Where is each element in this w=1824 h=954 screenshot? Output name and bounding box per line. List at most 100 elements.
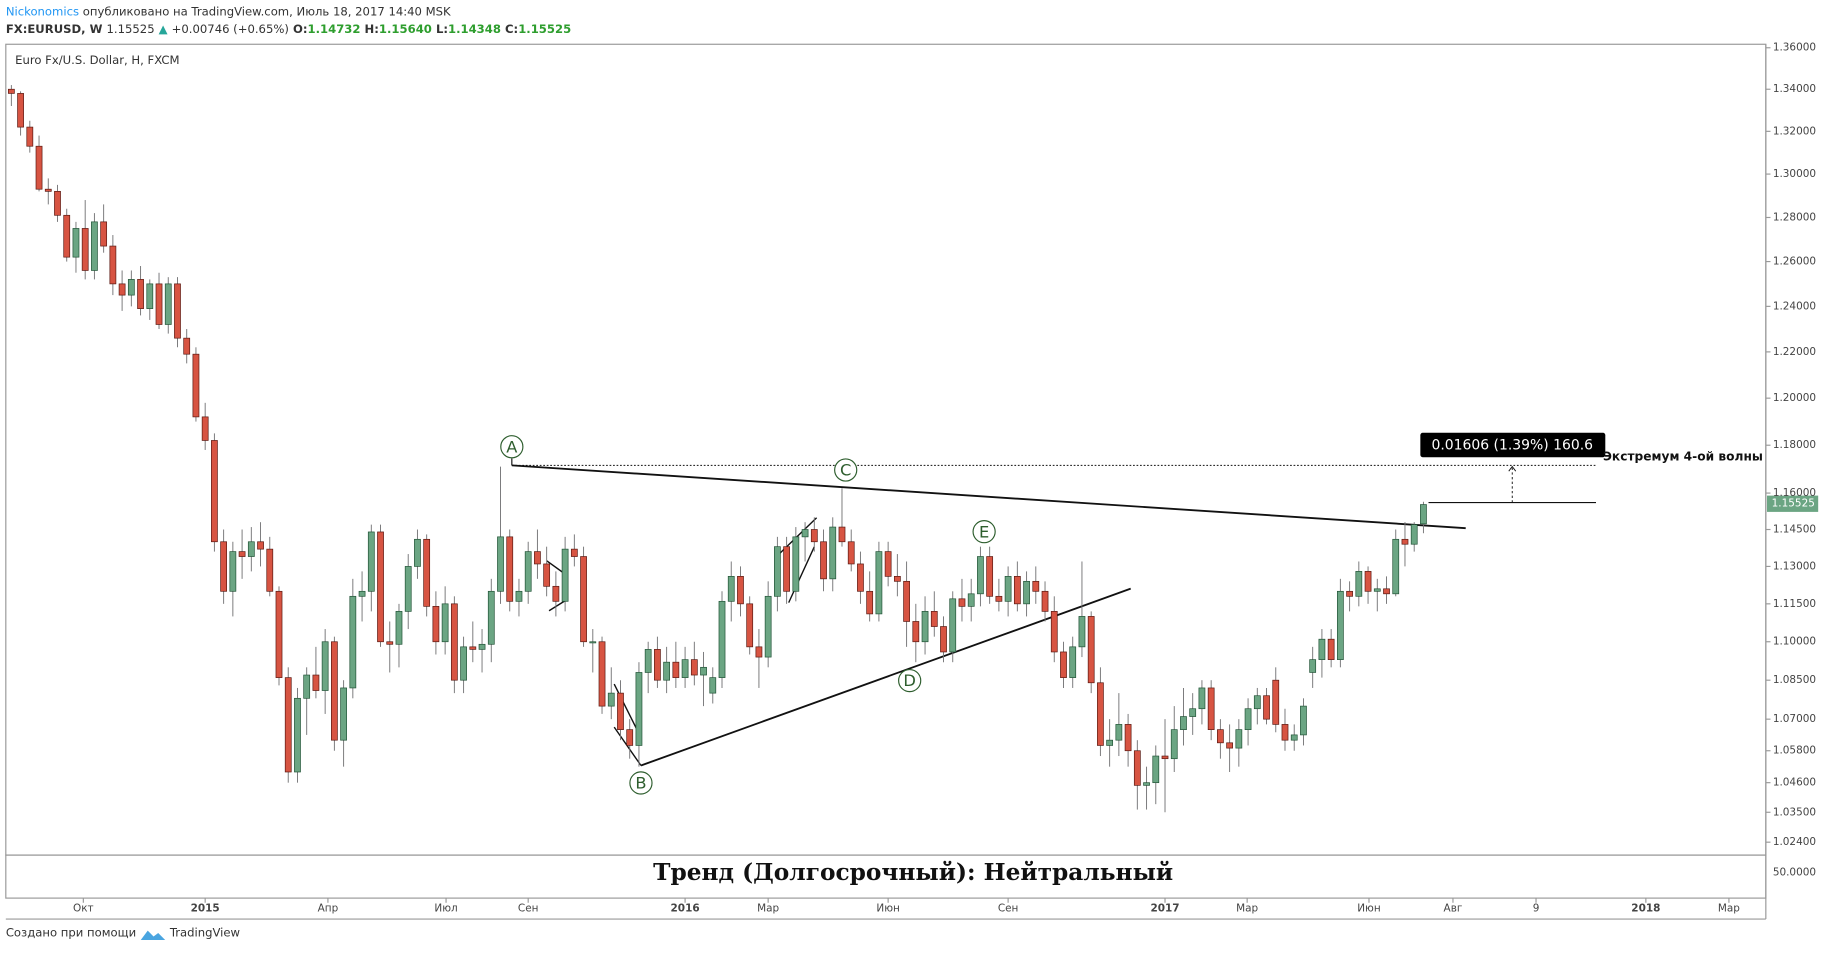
wave-line [613,726,642,766]
candle-body [607,692,615,707]
candles [7,85,1427,813]
header-line: Nickonomics опубликовано на TradingView.… [6,4,451,18]
y-tick-label: 1.05800 [1773,745,1816,757]
measure-arrowhead [1508,465,1517,472]
c-label: C: [505,22,518,36]
candle-body [829,526,837,580]
candle-body [7,88,15,94]
y-tick-label: 1.18000 [1773,439,1816,451]
candle-body [1290,734,1298,741]
candle-body [349,595,357,689]
chart-title: Euro Fx/U.S. Dollar, H, FXCM [15,53,179,67]
wave-circle [629,771,653,795]
candle-body [478,643,486,650]
candle-body [1069,646,1077,678]
candle-body [1143,782,1150,786]
x-tick-label: Июл [434,903,457,915]
y-tick-label: 1.26000 [1773,256,1816,268]
candle-body [1013,576,1021,605]
candle-body [930,611,938,627]
x-tick-label: Окт [73,903,94,915]
author[interactable]: Nickonomics [6,4,79,18]
last-price-box [1767,495,1819,512]
candle-body [1364,571,1372,592]
candle-body [1420,504,1427,525]
y-tick-label: 1.22000 [1773,346,1816,358]
measure-box [1420,432,1606,458]
candle-body [903,580,910,622]
candle-body [1281,724,1289,741]
y-tick-label: 1.04600 [1773,777,1816,789]
candle-body [1244,708,1252,730]
x-tick-label: 2016 [671,903,700,915]
candle-body [395,611,403,645]
candle-body [1004,576,1012,602]
candle-body [589,641,597,644]
wave-circle [898,668,922,693]
candle-body [774,546,781,597]
candle-body [1346,590,1353,597]
candle-body [718,600,726,678]
wave-label: D [903,671,916,690]
candle-body [183,337,191,355]
candle-body [1410,524,1418,545]
candle-body [672,661,680,678]
c: 1.15525 [518,22,571,36]
candle-body [358,590,366,597]
candle-body [1336,590,1344,660]
y-tick-label: 1.34000 [1773,83,1816,95]
wave-circle [834,458,858,482]
candle-body [1272,679,1280,725]
candle-body [1300,705,1307,736]
candle-body [1161,755,1169,760]
candle-body [1189,708,1197,717]
candle-body [35,145,43,190]
candle-body [986,556,994,597]
candle-body [570,548,578,557]
candle-body [1217,729,1224,744]
candle-body [1170,729,1178,760]
candle-body [690,659,698,676]
wave-label: C [840,461,851,480]
candle-body [893,576,901,582]
candle-body [164,283,172,325]
x-tick-label: 2018 [1631,903,1660,915]
candle-body [746,603,754,648]
candle-body [1115,724,1123,741]
y-tick-label: 1.20000 [1773,392,1816,404]
candle-body [303,674,311,699]
candle-body [423,538,431,607]
wave-circle [500,435,524,459]
upper-trendline [511,464,1466,530]
symbol: FX:EURUSD, W [6,22,103,36]
o: 1.14732 [308,22,361,36]
trendlines [511,458,1596,767]
candle-body [137,279,144,309]
y-tick-label: 1.16000 [1773,487,1816,499]
candle-body [654,649,661,681]
candle-body [247,541,255,557]
x-tick-label: Сен [998,903,1019,915]
footer-brand[interactable]: TradingView [169,926,241,940]
x-tick-label: Июн [876,903,899,915]
y-tick-label: 1.08500 [1773,674,1816,686]
footer-text: Создано при помощи [6,926,136,940]
l-label: L: [436,22,448,36]
x-tick-label: Мар [757,903,779,915]
candle-body [1318,638,1326,660]
candle-body [940,626,947,653]
candle-body [1207,687,1215,730]
candle-body [441,603,449,643]
candle-body [617,692,624,730]
candle-body [1078,616,1086,648]
candle-body [192,353,200,418]
candle-body [1198,687,1206,710]
candle-body [469,646,477,650]
y-tick-label: 1.30000 [1773,168,1816,180]
candle-body [1253,695,1261,710]
candle-body [1355,571,1363,597]
y-tick-label: 1.11500 [1773,598,1816,610]
x-tick-label: Апр [318,903,339,915]
y-tick-label: 1.32000 [1773,125,1816,137]
y-tick-label: 1.02400 [1773,836,1816,848]
